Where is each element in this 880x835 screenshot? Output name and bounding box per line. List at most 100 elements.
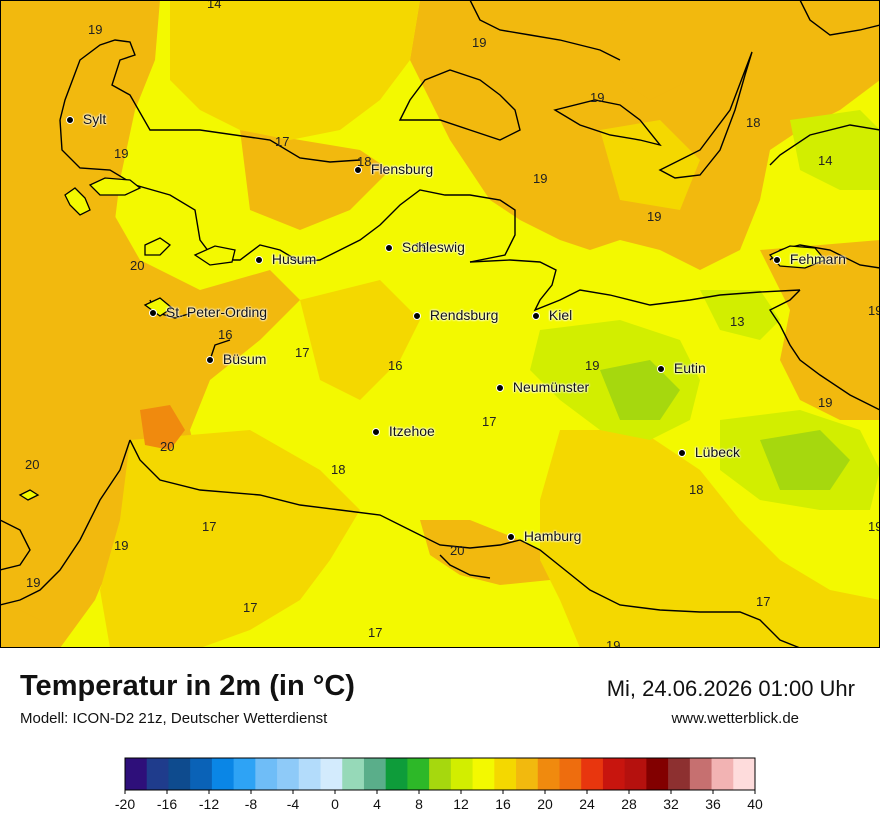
temp-label: 14 (207, 0, 222, 11)
legend-swatch (624, 758, 647, 790)
city-eutin[interactable]: Eutin (657, 360, 706, 376)
legend-tick-label: 36 (705, 796, 721, 812)
islands (18, 177, 827, 501)
temp-label: 19 (606, 638, 621, 648)
city-dot-icon (657, 365, 665, 374)
legend-tick-label: 8 (415, 796, 423, 812)
city-dot-icon (507, 533, 515, 542)
city-label: Kiel (548, 307, 573, 323)
city-luebeck[interactable]: Lübeck (678, 444, 740, 460)
city-sylt[interactable]: Sylt (66, 111, 106, 127)
city-kiel[interactable]: Kiel (532, 307, 572, 323)
city-dot-icon (496, 384, 504, 393)
legend-swatch (429, 758, 452, 790)
legend-tick-label: -20 (115, 796, 135, 812)
legend-tick-label: 12 (453, 796, 469, 812)
temp-label: 19 (472, 35, 487, 50)
legend-svg: -20 -16 -12 -8 -4 0 4 8 12 16 20 24 28 32 36 40 (115, 757, 763, 812)
map-svg (0, 0, 880, 648)
city-fehmarn[interactable]: Fehmarn (773, 251, 846, 267)
city-husum[interactable]: Husum (255, 251, 316, 267)
city-itzehoe[interactable]: Itzehoe (372, 423, 435, 439)
temp-label: 20 (450, 543, 465, 558)
temp-label: 19 (585, 358, 600, 373)
city-label: Sylt (82, 111, 107, 127)
city-label: Hamburg (523, 528, 582, 544)
legend-swatch (668, 758, 691, 790)
website-link[interactable]: www.wetterblick.de (671, 710, 799, 727)
city-label: Fehmarn (789, 251, 846, 267)
city-rendsburg[interactable]: Rendsburg (413, 307, 498, 323)
city-dot-icon (206, 356, 214, 365)
temp-label: 20 (160, 439, 175, 454)
city-label: Rendsburg (429, 307, 499, 323)
legend-swatch (689, 758, 713, 790)
city-label: Flensburg (370, 161, 434, 177)
color-legend: -20 -16 -12 -8 -4 0 4 8 12 16 20 24 28 32 36 40 (0, 750, 880, 830)
city-dot-icon (773, 256, 781, 265)
legend-swatch (211, 758, 235, 790)
legend-swatch (537, 758, 560, 790)
temp-label: 18 (331, 462, 346, 477)
map-border (0, 0, 880, 648)
temp-label: 19 (26, 575, 41, 590)
temp-label: 19 (533, 171, 548, 186)
legend-swatch (277, 758, 300, 790)
legend-tick-label: -16 (157, 796, 177, 812)
temp-label: 14 (818, 153, 833, 168)
mild-zones (100, 0, 880, 648)
temperature-labels: 14 19 19 19 19 18 14 17 18 19 19 19 20 1… (25, 0, 880, 648)
legend-tick-label: 16 (495, 796, 511, 812)
coolest-zones (600, 360, 850, 490)
temp-label: 16 (218, 327, 233, 342)
legend-swatch (733, 758, 756, 790)
temp-label: 19 (868, 519, 880, 534)
city-dot-icon (66, 116, 74, 125)
city-dot-icon (372, 428, 380, 437)
legend-swatch (602, 758, 626, 790)
city-buesum[interactable]: Büsum (206, 351, 266, 367)
city-label: Büsum (222, 351, 267, 367)
legend-swatch (342, 758, 365, 790)
city-flensburg[interactable]: Flensburg (354, 161, 433, 177)
city-hamburg[interactable]: Hamburg (507, 528, 581, 544)
temp-label: 19 (88, 22, 103, 37)
temp-label: 18 (689, 482, 704, 497)
temp-label: 17 (295, 345, 310, 360)
city-dot-icon (532, 312, 540, 321)
city-neumuenster[interactable]: Neumünster (496, 379, 589, 395)
temp-label: 13 (730, 314, 745, 329)
temp-label: 19 (414, 240, 429, 255)
temp-label: 17 (482, 414, 497, 429)
legend-swatch (711, 758, 734, 790)
legend-swatch (385, 758, 408, 790)
legend-tick-label: -8 (245, 796, 258, 812)
city-label: Itzehoe (388, 423, 435, 439)
city-label: St. Peter-Ording (165, 304, 268, 320)
legend-swatch (494, 758, 517, 790)
legend-tick-label: 28 (621, 796, 637, 812)
city-label: Schleswig (401, 239, 465, 255)
model-info: Modell: ICON-D2 21z, Deutscher Wetterdie… (20, 710, 328, 727)
temp-label: 17 (275, 134, 290, 149)
temp-label: 20 (130, 258, 145, 273)
legend-swatch (146, 758, 169, 790)
legend-swatch (320, 758, 343, 790)
city-markers: Sylt Flensburg Husum Schleswig Fehmarn S… (66, 111, 846, 544)
legend-swatch (472, 758, 495, 790)
city-dot-icon (678, 449, 686, 458)
temperature-map[interactable]: 14 19 19 19 19 18 14 17 18 19 19 19 20 1… (0, 0, 880, 648)
legend-tick-label: 4 (373, 796, 381, 812)
city-label: Eutin (673, 360, 706, 376)
city-dot-icon (255, 256, 263, 265)
temp-label: 19 (114, 538, 129, 553)
forecast-datetime: Mi, 24.06.2026 01:00 Uhr (606, 676, 855, 701)
temp-label: 17 (368, 625, 383, 640)
city-label: Lübeck (694, 444, 741, 460)
legend-swatch (646, 758, 669, 790)
city-dot-icon (413, 312, 421, 321)
city-st-peter-ording[interactable]: St. Peter-Ording (149, 304, 267, 320)
legend-tick-label: 20 (537, 796, 553, 812)
temp-label: 18 (357, 154, 372, 169)
city-schleswig[interactable]: Schleswig (385, 239, 465, 255)
